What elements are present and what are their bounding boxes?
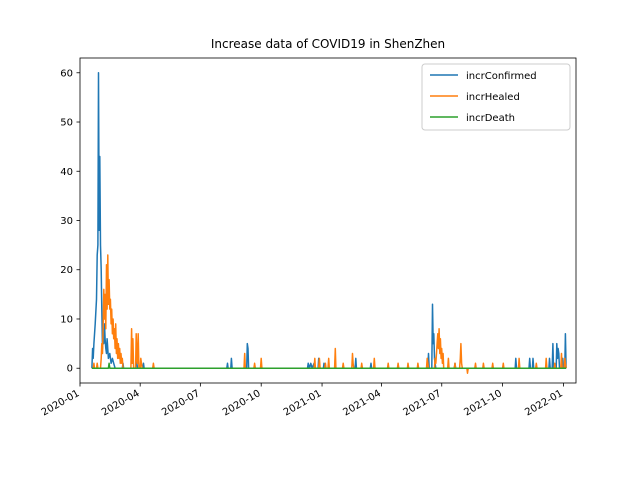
series-layer <box>91 72 567 374</box>
y-tick-label: 40 <box>60 167 73 178</box>
chart-title: Increase data of COVID19 in ShenZhen <box>211 37 445 51</box>
y-axis: 0 10 20 30 40 50 60 <box>60 68 80 375</box>
y-tick-label: 30 <box>60 216 73 227</box>
y-tick-label: 10 <box>60 314 73 325</box>
legend-label: incrConfirmed <box>466 71 537 82</box>
y-tick-label: 20 <box>60 265 73 276</box>
series-line-incrDeath <box>91 362 567 369</box>
legend-label: incrHealed <box>466 92 520 103</box>
y-tick-label: 50 <box>60 118 73 129</box>
legend: incrConfirmed incrHealed incrDeath <box>421 63 571 131</box>
legend-frame <box>421 63 571 131</box>
y-tick-label: 0 <box>67 364 73 375</box>
legend-label: incrDeath <box>466 113 515 124</box>
y-tick-label: 60 <box>60 68 73 79</box>
